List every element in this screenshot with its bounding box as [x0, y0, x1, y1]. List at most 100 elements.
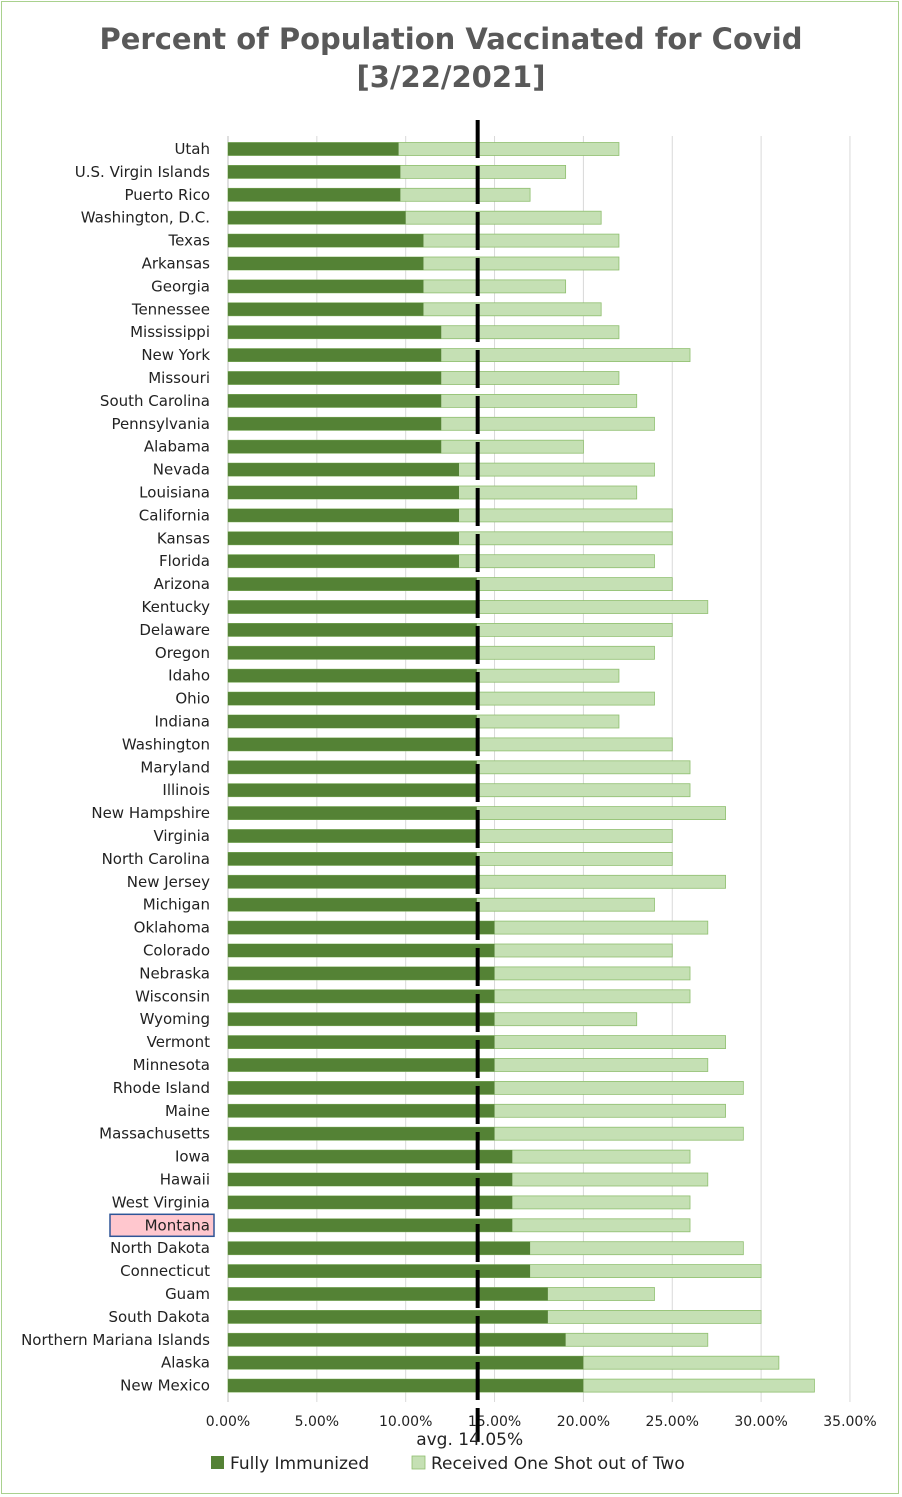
x-tick-label: 15.00%	[468, 1414, 521, 1430]
category-label: California	[139, 506, 210, 524]
category-label: South Carolina	[100, 392, 210, 410]
bar-fully-immunized	[228, 898, 477, 912]
category-label: Alabama	[144, 438, 210, 456]
category-label: Arizona	[154, 575, 210, 593]
category-label: North Dakota	[110, 1239, 210, 1257]
bar-fully-immunized	[228, 142, 399, 156]
category-label: Guam	[165, 1285, 210, 1303]
bar-fully-immunized	[228, 371, 442, 385]
bar-fully-immunized	[228, 577, 477, 591]
bar-fully-immunized	[228, 1218, 513, 1232]
category-label: Oregon	[155, 644, 210, 662]
category-label: Massachusetts	[99, 1125, 210, 1143]
bar-fully-immunized	[228, 646, 477, 660]
bar-fully-immunized	[228, 440, 442, 454]
bar-fully-immunized	[228, 417, 442, 431]
bar-fully-immunized	[228, 921, 495, 935]
category-label: Iowa	[175, 1148, 210, 1166]
category-label: Tennessee	[131, 300, 210, 318]
category-label: Washington	[122, 735, 210, 753]
category-label: Kentucky	[142, 598, 211, 616]
average-label: avg. 14.05%	[416, 1430, 523, 1450]
x-tick-label: 0.00%	[206, 1414, 250, 1430]
category-label: Oklahoma	[134, 919, 210, 937]
x-tick-label: 10.00%	[379, 1414, 432, 1430]
category-label: West Virginia	[112, 1193, 210, 1211]
chart-title-main: Percent of Population Vaccinated for Cov…	[99, 22, 803, 56]
category-label: Illinois	[162, 781, 210, 799]
bar-fully-immunized	[228, 1264, 531, 1278]
category-label: Nebraska	[139, 964, 210, 982]
category-label: New Jersey	[127, 873, 210, 891]
bar-fully-immunized	[228, 531, 460, 545]
bar-fully-immunized	[228, 211, 406, 225]
bar-fully-immunized	[228, 463, 460, 477]
chart-title: Percent of Population Vaccinated for Cov…	[0, 20, 902, 96]
category-label: Wyoming	[140, 1010, 210, 1028]
category-label: Washington, D.C.	[81, 209, 210, 227]
bar-fully-immunized	[228, 623, 477, 637]
bar-fully-immunized	[228, 669, 477, 683]
category-label: North Carolina	[102, 850, 210, 868]
bar-fully-immunized	[228, 989, 495, 1003]
category-label: Maryland	[140, 758, 210, 776]
category-label: Hawaii	[160, 1171, 210, 1189]
bar-fully-immunized	[228, 692, 477, 706]
bar-fully-immunized	[228, 1150, 513, 1164]
category-label: Vermont	[147, 1033, 211, 1051]
bar-fully-immunized	[228, 966, 495, 980]
bar-fully-immunized	[228, 1104, 495, 1118]
bar-fully-immunized	[228, 165, 401, 179]
category-label: South Dakota	[108, 1308, 210, 1326]
bar-fully-immunized	[228, 554, 460, 568]
bar-fully-immunized	[228, 1333, 566, 1347]
bar-fully-immunized	[228, 325, 442, 339]
category-label: Connecticut	[120, 1262, 210, 1280]
bar-fully-immunized	[228, 1173, 513, 1186]
bar-fully-immunized	[228, 234, 424, 248]
legend-swatch-fully-immunized	[211, 1456, 224, 1469]
category-label: Wisconsin	[135, 987, 210, 1005]
legend-swatch-one-shot	[411, 1455, 426, 1470]
bar-fully-immunized	[228, 486, 460, 499]
bar-fully-immunized	[228, 806, 477, 820]
bar-fully-immunized	[228, 715, 477, 728]
category-label: Kansas	[157, 529, 210, 547]
bar-fully-immunized	[228, 1241, 531, 1255]
average-line-group: avg. 14.05%	[416, 120, 523, 1450]
bar-fully-immunized	[228, 1058, 495, 1072]
category-label: Alaska	[161, 1354, 210, 1372]
bar-fully-immunized	[228, 257, 424, 270]
category-label: New Hampshire	[91, 804, 210, 822]
category-label: Montana	[145, 1216, 210, 1234]
category-label: Idaho	[168, 667, 210, 685]
legend: Fully Immunized Received One Shot out of …	[211, 1454, 685, 1474]
bar-fully-immunized	[228, 188, 401, 202]
category-label: Ohio	[175, 690, 210, 708]
category-label: Missouri	[148, 369, 210, 387]
category-label: Puerto Rico	[124, 186, 210, 204]
x-tick-labels: 0.00% 5.00% 10.00% 15.00% 20.00% 25.00% 30.00%…	[206, 1414, 877, 1430]
bar-fully-immunized	[228, 875, 477, 889]
category-label: Louisiana	[139, 484, 210, 502]
category-label: Georgia	[151, 277, 210, 295]
bar-fully-immunized	[228, 1195, 513, 1209]
category-label: Indiana	[154, 713, 210, 731]
bars	[227, 142, 815, 1393]
chart-subtitle: [3/22/2021]	[356, 60, 546, 94]
x-tick-label: 25.00%	[646, 1414, 699, 1430]
category-label: Minnesota	[133, 1056, 210, 1074]
category-labels: Utah U.S. Virgin Islands Puerto Rico Washin…	[21, 140, 215, 1395]
category-label: Utah	[174, 140, 210, 158]
category-label: Virginia	[153, 827, 210, 845]
x-tick-label: 35.00%	[823, 1414, 876, 1430]
bar-fully-immunized	[228, 1310, 548, 1324]
bar-fully-immunized	[228, 394, 442, 408]
bar-fully-immunized	[228, 1035, 495, 1049]
highlight-box	[109, 1213, 215, 1238]
bar-fully-immunized	[228, 783, 477, 797]
category-label: New York	[141, 346, 210, 364]
category-label: Florida	[159, 552, 210, 570]
bar-fully-immunized	[228, 737, 477, 751]
